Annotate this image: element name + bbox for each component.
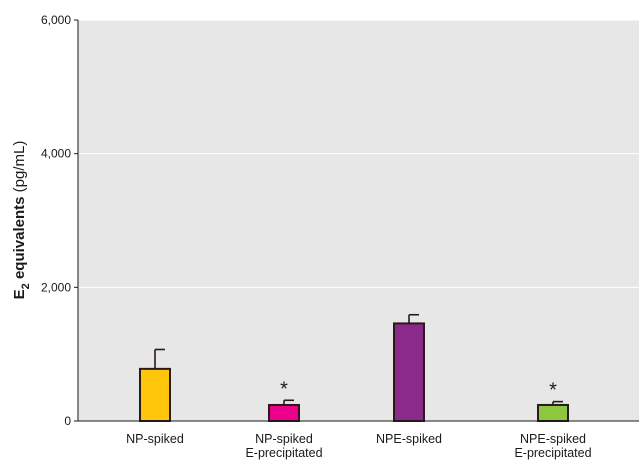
- bar: [139, 367, 171, 422]
- bar: [393, 322, 425, 423]
- x-category-label: E-precipitated: [514, 446, 591, 460]
- y-axis-title-unit: (pg/mL): [11, 141, 28, 197]
- y-axis-title-main: E: [11, 289, 28, 299]
- y-axis-title-subscript: 2: [20, 283, 32, 289]
- x-category-label: NPE-spiked: [376, 432, 442, 446]
- x-category-label: NP-spiked: [255, 432, 313, 446]
- plot-area: [78, 20, 639, 421]
- y-axis-title-bold: equivalents: [11, 197, 28, 284]
- significance-asterisk: *: [549, 380, 557, 402]
- y-axis-ticks: 0 2,000 4,000 6,000: [41, 13, 78, 428]
- y-axis-title: E2 equivalents (pg/mL): [11, 141, 32, 300]
- y-tick-label: 4,000: [41, 147, 71, 161]
- x-category-label: NP-spiked: [126, 432, 184, 446]
- x-category-label: NPE-spiked: [520, 432, 586, 446]
- y-tick-label: 0: [64, 414, 71, 428]
- x-axis-labels: NP-spiked NP-spikedE-precipitatedNPE-spik…: [126, 432, 591, 460]
- bar: [537, 403, 569, 422]
- x-category-label: E-precipitated: [245, 446, 322, 460]
- bar: [268, 403, 300, 422]
- gridlines: [78, 19, 639, 288]
- y-tick-label: 2,000: [41, 280, 71, 294]
- y-tick-label: 6,000: [41, 13, 71, 27]
- significance-asterisk: *: [280, 378, 288, 400]
- bars: * *: [139, 313, 569, 423]
